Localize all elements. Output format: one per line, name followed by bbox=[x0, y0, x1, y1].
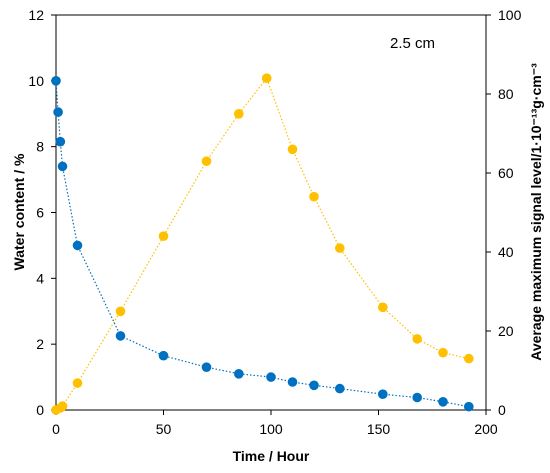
series-2-line bbox=[55, 76, 469, 411]
y-left-tick-label: 4 bbox=[36, 270, 44, 286]
series-1-line bbox=[55, 80, 469, 408]
series-1-point bbox=[287, 377, 298, 387]
series-1-point bbox=[53, 107, 63, 117]
y-right-tick-label: 40 bbox=[498, 244, 514, 260]
series-1-point bbox=[309, 380, 319, 391]
series-1-point bbox=[378, 389, 388, 400]
x-tick-label: 150 bbox=[367, 421, 391, 437]
y-axis-left-label: Water content / % bbox=[11, 153, 27, 270]
series-2-point bbox=[261, 73, 272, 83]
series-2-point bbox=[287, 144, 298, 155]
x-axis-label: Time / Hour bbox=[233, 448, 310, 464]
x-tick-label: 200 bbox=[474, 421, 498, 437]
y-left-tick-label: 2 bbox=[36, 336, 44, 352]
y-right-tick-label: 80 bbox=[498, 86, 514, 102]
series-2-point bbox=[201, 156, 212, 166]
series-2-point bbox=[234, 109, 244, 119]
y-right-tick-label: 60 bbox=[498, 165, 514, 181]
series-2-point bbox=[115, 306, 126, 317]
y-right-tick-label: 0 bbox=[498, 402, 506, 418]
y-left-tick-label: 10 bbox=[28, 73, 44, 89]
series-1-point bbox=[464, 401, 474, 412]
series-1-point bbox=[115, 331, 126, 341]
series-2-point bbox=[464, 353, 474, 364]
y-axis-right-label: Average maximum signal level/1·10⁻¹³g·cm… bbox=[528, 63, 544, 361]
series-1-point bbox=[234, 369, 244, 379]
series-1-point bbox=[335, 383, 345, 394]
series-1-point bbox=[72, 240, 83, 251]
series-2-point bbox=[158, 231, 169, 241]
series-1-point bbox=[201, 362, 212, 373]
series-1-point bbox=[412, 392, 423, 403]
y-left-tick-label: 0 bbox=[36, 402, 44, 418]
y-right-tick-label: 100 bbox=[498, 7, 522, 23]
y-right-tick-label: 20 bbox=[498, 323, 514, 339]
series-layer bbox=[51, 73, 474, 415]
series-2-point bbox=[438, 347, 448, 358]
series-2-point bbox=[412, 334, 423, 344]
series-2-point bbox=[378, 302, 388, 313]
series-1-point bbox=[57, 161, 68, 172]
series-1-point bbox=[438, 397, 448, 407]
series-2-point bbox=[309, 191, 319, 202]
y-left-tick-label: 6 bbox=[36, 205, 44, 221]
series-2-point bbox=[335, 243, 345, 253]
series-1-point bbox=[158, 350, 169, 361]
y-left-tick-label: 8 bbox=[36, 139, 44, 155]
series-2-point bbox=[72, 378, 83, 388]
plot-area-frame bbox=[55, 14, 487, 411]
x-tick-label: 0 bbox=[52, 421, 60, 437]
y-left-tick-label: 12 bbox=[28, 7, 44, 23]
x-tick-label: 100 bbox=[259, 421, 283, 437]
series-2-point bbox=[57, 401, 68, 411]
x-tick-label: 50 bbox=[156, 421, 172, 437]
series-1-point bbox=[51, 76, 61, 86]
series-1-point bbox=[266, 372, 276, 382]
series-1-point bbox=[55, 136, 66, 147]
chart-annotation: 2.5 cm bbox=[390, 35, 435, 52]
